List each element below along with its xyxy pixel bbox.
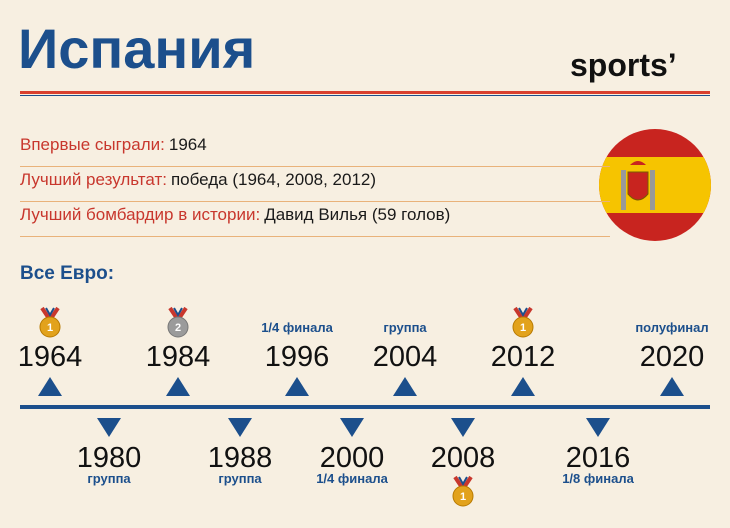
result: 1/4 финала	[316, 471, 388, 486]
fact-divider	[20, 236, 610, 237]
section-title: Все Евро:	[20, 263, 114, 284]
fact-divider	[20, 166, 610, 167]
medal-ribbon	[458, 476, 468, 487]
marker-up	[166, 377, 190, 396]
marker-down	[451, 418, 475, 437]
marker-down	[228, 418, 252, 437]
year: 1996	[265, 341, 330, 373]
brand-logo: sports’	[570, 47, 677, 83]
fact-label: Впервые сыграли:	[20, 135, 165, 154]
marker-down	[97, 418, 121, 437]
marker-up	[393, 377, 417, 396]
year: 1984	[146, 341, 211, 373]
fact-value: 1964	[169, 135, 207, 154]
year: 2000	[320, 442, 385, 474]
pillar	[650, 170, 655, 210]
shield	[627, 171, 649, 201]
fact-value: победа (1964, 2008, 2012)	[171, 170, 376, 189]
marker-down	[586, 418, 610, 437]
year: 2012	[491, 341, 556, 373]
medal-ribbon	[45, 307, 55, 318]
fact-label: Лучший бомбардир в истории:	[20, 205, 260, 224]
result: 1/8 финала	[562, 471, 634, 486]
header-rule	[20, 91, 710, 94]
marker-down	[340, 418, 364, 437]
medal	[512, 316, 534, 338]
year: 2004	[373, 341, 438, 373]
year: 1988	[208, 442, 273, 474]
year: 1980	[77, 442, 142, 474]
fact-label: Лучший результат:	[20, 170, 167, 189]
medal-ribbon	[173, 307, 183, 318]
year: 2008	[431, 442, 496, 474]
result: группа	[383, 320, 427, 335]
fact-divider	[20, 201, 610, 202]
crown	[630, 161, 646, 165]
year: 2016	[566, 442, 631, 474]
year: 1964	[18, 341, 83, 373]
medal	[452, 485, 474, 507]
header-rule-thin	[20, 95, 710, 96]
result: группа	[218, 471, 262, 486]
result: группа	[87, 471, 131, 486]
timeline-axis	[20, 405, 710, 409]
year: 2020	[640, 341, 705, 373]
page-title: Испания	[18, 17, 255, 80]
medal-ribbon	[518, 307, 528, 318]
medal-number: 2	[175, 322, 181, 334]
medal	[167, 316, 189, 338]
medal	[39, 316, 61, 338]
medal-number: 1	[47, 322, 53, 334]
medal-number: 1	[460, 491, 466, 503]
fact-value: Давид Вилья (59 голов)	[264, 205, 450, 224]
result: полуфинал	[635, 320, 708, 335]
medal-number: 1	[520, 322, 526, 334]
marker-up	[38, 377, 62, 396]
marker-up	[285, 377, 309, 396]
result: 1/4 финала	[261, 320, 333, 335]
marker-up	[660, 377, 684, 396]
pillar	[621, 170, 626, 210]
marker-up	[511, 377, 535, 396]
flag	[599, 129, 711, 241]
